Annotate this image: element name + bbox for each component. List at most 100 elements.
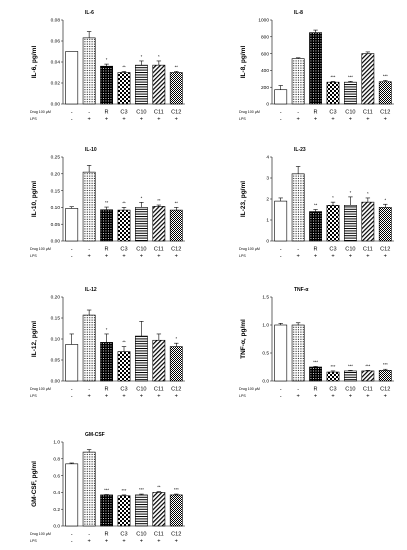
drug-condition-label: C11	[154, 387, 164, 393]
y-tick-label: 0.05	[51, 222, 61, 228]
significance-label: ***	[313, 359, 318, 364]
bar	[82, 451, 96, 527]
y-tick-label: 0.00	[51, 239, 61, 245]
y-tick-label: 1.5	[262, 295, 269, 301]
significance-label: **	[122, 340, 126, 345]
y-tick-label: 4	[266, 155, 269, 161]
y-tick-label: 0.10	[51, 205, 61, 211]
drug-condition-label: -	[297, 247, 299, 253]
lps-condition-label: +	[105, 394, 108, 400]
bar	[361, 53, 375, 105]
bar	[152, 64, 166, 105]
bar	[361, 201, 375, 242]
lps-condition-label: +	[314, 254, 317, 260]
lps-condition-label: +	[349, 254, 352, 260]
y-tick-label: 0.4	[53, 490, 60, 496]
y-tick-label: 0.25	[51, 155, 61, 161]
lps-condition-label: +	[88, 394, 91, 400]
bar	[309, 32, 322, 105]
y-tick-label: 800	[261, 35, 269, 41]
y-tick-label: 1.0	[53, 440, 60, 446]
lps-condition-label: +	[349, 394, 352, 400]
significance-label: **	[105, 200, 109, 205]
bar	[100, 209, 113, 242]
bar	[291, 58, 305, 105]
drug-condition-label: C12	[380, 387, 390, 393]
y-tick-label: 0.20	[51, 172, 61, 178]
y-tick-label: 0	[266, 239, 269, 245]
lps-condition-label: +	[140, 117, 143, 123]
significance-label: ***	[365, 363, 370, 368]
bar	[135, 335, 148, 382]
lps-condition-label: +	[175, 394, 178, 400]
lps-condition-label: +	[175, 539, 178, 545]
chart-panel: TNF-α TNF-α, pg/ml 0.0 0.5 1.0 1.5 *** *** *** **…	[239, 287, 394, 400]
y-tick-label: 2	[266, 197, 269, 203]
lps-condition-label: +	[157, 117, 160, 123]
lps-condition-label: +	[366, 394, 369, 400]
condition-row-label: LPS	[30, 394, 37, 398]
y-tick-label: 1	[266, 218, 269, 224]
lps-condition-label: +	[175, 254, 178, 260]
bar	[65, 463, 79, 527]
bar	[65, 344, 79, 382]
drug-condition-label: C3	[120, 110, 127, 116]
bar	[378, 81, 392, 105]
lps-condition-label: +	[140, 539, 143, 545]
drug-condition-label: C3	[329, 387, 336, 393]
bar	[82, 37, 96, 105]
lps-condition-label: -	[71, 254, 73, 260]
y-axis-label: IL-6, pg/ml	[31, 46, 38, 79]
lps-condition-label: +	[366, 117, 369, 123]
lps-condition-label: +	[384, 394, 387, 400]
chart-panel: IL-8 IL-8, pg/ml 0 200 400 600 800 1000 *** *** **…	[239, 10, 394, 123]
y-tick-label: 0.02	[51, 81, 61, 87]
y-tick-label: 0.0	[262, 379, 269, 385]
condition-row-label: Drug 100 µM	[239, 247, 260, 251]
lps-condition-label: +	[331, 394, 334, 400]
y-tick-label: 0.5	[262, 351, 269, 357]
drug-condition-label: C12	[171, 110, 181, 116]
y-tick-label: 0.6	[53, 473, 60, 479]
lps-condition-label: +	[140, 254, 143, 260]
bar	[344, 81, 357, 105]
bar	[117, 495, 131, 527]
drug-condition-label: -	[88, 247, 90, 253]
bar	[326, 205, 340, 242]
drug-condition-label: C10	[136, 387, 146, 393]
bar	[100, 494, 113, 527]
drug-condition-label: -	[88, 532, 90, 538]
lps-condition-label: +	[88, 539, 91, 545]
chart-title: IL-23	[294, 147, 306, 153]
lps-condition-label: +	[297, 117, 300, 123]
drug-condition-label: C3	[120, 387, 127, 393]
drug-condition-label: R	[105, 110, 109, 116]
significance-label: *	[141, 54, 143, 59]
drug-condition-label: -	[71, 532, 73, 538]
drug-condition-label: C3	[120, 532, 127, 538]
y-axis-label: TNF-α, pg/ml	[240, 319, 247, 359]
drug-condition-label: -	[71, 387, 73, 393]
significance-label: ***	[174, 487, 179, 492]
bar	[274, 89, 288, 105]
drug-condition-label: C11	[154, 532, 164, 538]
lps-condition-label: +	[314, 117, 317, 123]
significance-label: ***	[331, 74, 336, 79]
drug-condition-label: C3	[329, 247, 336, 253]
lps-condition-label: +	[331, 117, 334, 123]
significance-label: **	[122, 64, 126, 69]
condition-row-label: LPS	[30, 539, 37, 543]
drug-condition-label: C11	[363, 110, 373, 116]
bar	[65, 208, 79, 242]
lps-condition-label: +	[297, 254, 300, 260]
condition-row-label: LPS	[30, 117, 37, 121]
lps-condition-label: +	[157, 254, 160, 260]
bar	[152, 492, 166, 527]
y-tick-label: 0.08	[51, 18, 61, 24]
bar	[82, 171, 96, 242]
bar	[344, 370, 357, 382]
significance-label: ***	[331, 364, 336, 369]
